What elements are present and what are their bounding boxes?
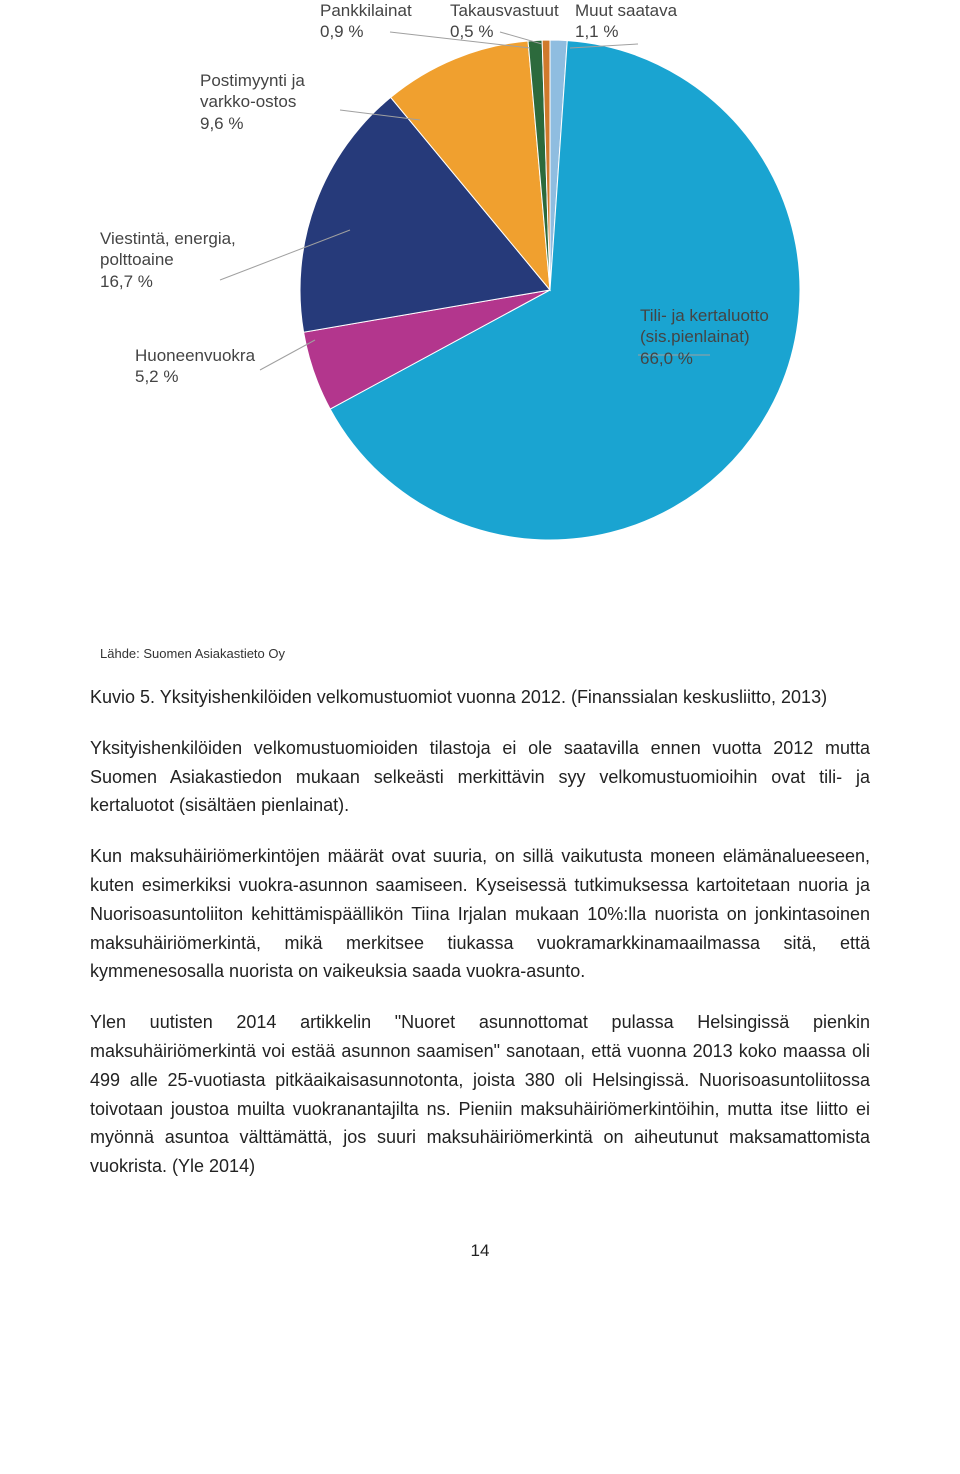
chart-source: Lähde: Suomen Asiakastieto Oy xyxy=(100,646,870,661)
page-number: 14 xyxy=(90,1241,870,1261)
pie-label-muut: Muut saatava 1,1 % xyxy=(575,0,677,43)
figure-caption: Kuvio 5. Yksityishenkilöiden velkomustuo… xyxy=(90,683,870,712)
pie-chart: Pankkilainat 0,9 % Takausvastuut 0,5 % M… xyxy=(90,0,870,640)
pie-label-pankki: Pankkilainat 0,9 % xyxy=(320,0,412,43)
pie-label-postim: Postimyynti ja varkko-ostos 9,6 % xyxy=(200,70,305,134)
pie-label-viestinta-line2: polttoaine xyxy=(100,249,236,270)
pie-label-tili-line2: (sis.pienlainat) xyxy=(640,326,769,347)
pie-label-muut-title: Muut saatava xyxy=(575,1,677,20)
leader-line-huone xyxy=(260,340,315,370)
pie-label-takaus-pct: 0,5 % xyxy=(450,21,559,42)
pie-label-postim-line2: varkko-ostos xyxy=(200,91,305,112)
pie-label-huone-pct: 5,2 % xyxy=(135,366,255,387)
document-page: Pankkilainat 0,9 % Takausvastuut 0,5 % M… xyxy=(0,0,960,1474)
pie-label-muut-pct: 1,1 % xyxy=(575,21,677,42)
pie-label-pankki-pct: 0,9 % xyxy=(320,21,412,42)
pie-label-viestinta-pct: 16,7 % xyxy=(100,271,236,292)
pie-label-pankki-title: Pankkilainat xyxy=(320,1,412,20)
pie-label-postim-line1: Postimyynti ja xyxy=(200,71,305,90)
pie-label-tili-line1: Tili- ja kertaluotto xyxy=(640,306,769,325)
pie-label-tili: Tili- ja kertaluotto (sis.pienlainat) 66… xyxy=(640,305,769,369)
pie-label-takaus: Takausvastuut 0,5 % xyxy=(450,0,559,43)
pie-label-huone-title: Huoneenvuokra xyxy=(135,346,255,365)
pie-label-huone: Huoneenvuokra 5,2 % xyxy=(135,345,255,388)
body-paragraph-3: Ylen uutisten 2014 artikkelin "Nuoret as… xyxy=(90,1008,870,1181)
pie-label-postim-pct: 9,6 % xyxy=(200,113,305,134)
pie-label-viestinta-line1: Viestintä, energia, xyxy=(100,229,236,248)
body-paragraph-2: Kun maksuhäiriömerkintöjen määrät ovat s… xyxy=(90,842,870,986)
pie-label-tili-pct: 66,0 % xyxy=(640,348,769,369)
pie-label-viestinta: Viestintä, energia, polttoaine 16,7 % xyxy=(100,228,236,292)
pie-label-takaus-title: Takausvastuut xyxy=(450,1,559,20)
body-paragraph-1: Yksityishenkilöiden velkomustuomioiden t… xyxy=(90,734,870,820)
